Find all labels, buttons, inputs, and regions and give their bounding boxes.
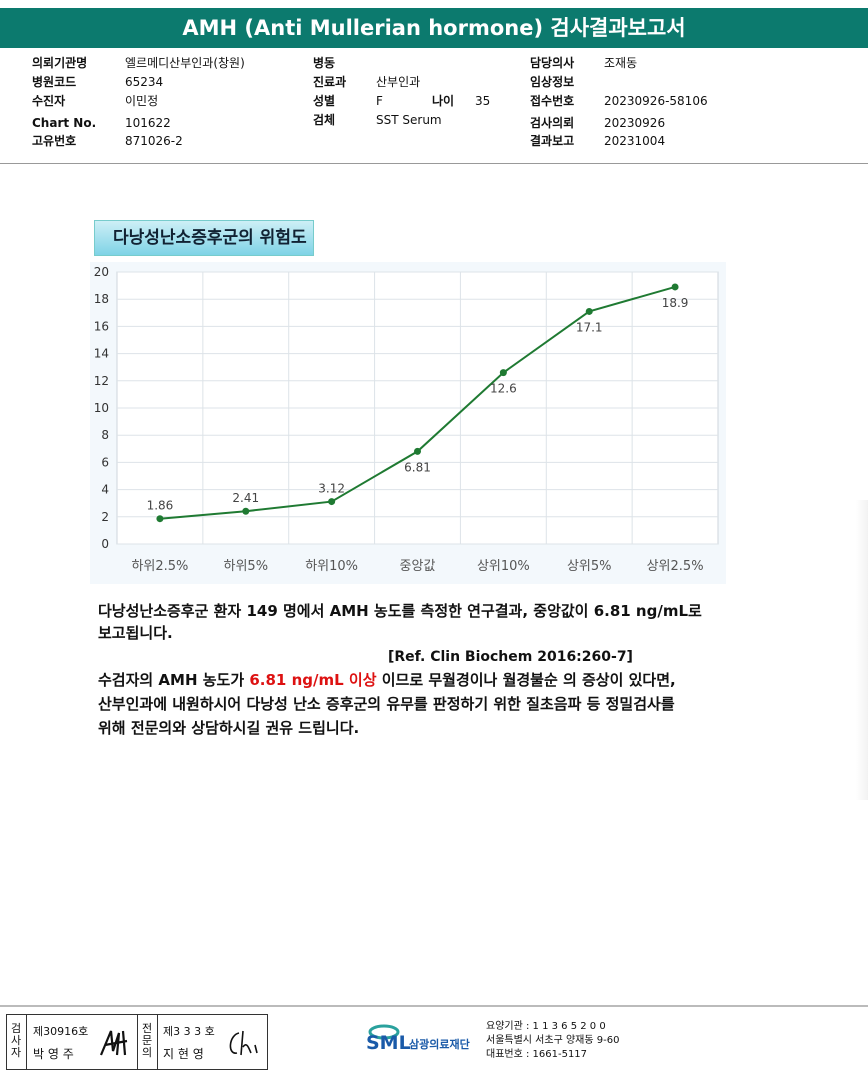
info-label-hospital-code: 병원코드	[32, 75, 77, 89]
x-tick-label: 상위2.5%	[647, 559, 704, 574]
info-value-chart-no: 101622	[125, 116, 171, 130]
org-name: 삼광의료재단	[409, 1038, 470, 1051]
chart-title: 다낭성난소증후군의 위험도	[94, 220, 314, 256]
info-value-sex: F	[376, 94, 383, 108]
sml-logo-icon	[368, 1024, 400, 1040]
paragraph-1-line-1: 다낭성난소증후군 환자 149 명에서 AMH 농도를 측정한 연구결과, 중앙…	[98, 602, 702, 620]
specialist-label: 전문의	[141, 1022, 153, 1059]
tester-license-no: 제30916호	[33, 1025, 89, 1038]
pcos-risk-chart: 0 2 4 6 8 10 12 14 16 18 20 하위2.5% 하위5% 하위10% 중앙값 상위10%…	[94, 265, 719, 574]
divider	[26, 1015, 27, 1069]
data-label: 12.6	[490, 382, 517, 396]
data-point	[156, 515, 164, 523]
info-value-unique-no: 871026-2	[125, 134, 183, 148]
reference: [Ref. Clin Biochem 2016:260-7]	[388, 649, 633, 665]
report-title: AMH (Anti Mullerian hormone) 검사결과보고서	[0, 8, 868, 48]
info-value-hospital-code: 65234	[125, 75, 164, 89]
y-tick-label: 2	[101, 510, 109, 524]
paragraph-2-line-1: 수검자의 AMH 농도가 6.81 ng/mL 이상 이므로 무월경이나 월경불…	[98, 669, 676, 691]
header-divider	[0, 163, 868, 164]
data-point	[671, 283, 679, 291]
info-label-institution: 의뢰기관명	[32, 56, 88, 70]
info-label-unique-no: 고유번호	[32, 134, 77, 148]
data-label: 18.9	[662, 296, 689, 310]
info-value-doctor: 조재동	[604, 56, 638, 70]
org-logo: SML 삼광의료재단	[366, 1020, 482, 1060]
y-tick-label: 16	[94, 319, 109, 333]
paragraph-1-line-2: 보고됩니다.	[98, 624, 173, 642]
data-label: 3.12	[318, 482, 345, 496]
info-value-department: 산부인과	[376, 75, 421, 89]
data-point	[414, 447, 421, 455]
y-tick-label: 8	[101, 428, 109, 442]
y-tick-label: 4	[101, 483, 109, 497]
x-tick-label: 하위5%	[224, 559, 269, 574]
divider	[137, 1015, 138, 1069]
patient-info: 의뢰기관명 엘르메디산부인과(창원) 병원코드 65234 수진자 이민정 Ch…	[0, 54, 868, 154]
info-value-request-date: 20230926	[604, 116, 666, 130]
info-value-report-date: 20231004	[604, 134, 666, 148]
paragraph-2-line-3: 위해 전문의와 상담하시길 권유 드립니다.	[98, 719, 360, 737]
info-label-age: 나이	[432, 94, 455, 108]
info-label-chart-no: Chart No.	[32, 116, 97, 130]
info-label-doctor: 담당의사	[530, 56, 575, 70]
specialist-name: 지 현 영	[163, 1047, 204, 1061]
specialist-signature-icon	[229, 1030, 258, 1056]
info-label-sex: 성별	[313, 94, 336, 108]
y-tick-label: 14	[94, 347, 109, 361]
info-label-patient: 수진자	[32, 94, 66, 108]
data-label: 6.81	[404, 460, 431, 474]
divider	[157, 1015, 158, 1069]
x-tick-label: 하위10%	[305, 559, 358, 574]
y-tick-label: 0	[101, 537, 109, 551]
paragraph-2-line-2: 산부인과에 내원하시어 다낭성 난소 증후군의 유무를 판정하기 위한 질초음파…	[98, 695, 675, 713]
data-point	[585, 307, 593, 315]
x-tick-label: 중앙값	[400, 559, 436, 574]
data-point	[499, 369, 507, 377]
y-tick-label: 18	[94, 292, 109, 306]
data-label: 1.86	[147, 499, 174, 513]
info-value-institution: 엘르메디산부인과(창원)	[125, 56, 245, 70]
y-tick-label: 6	[101, 455, 109, 469]
org-code: 요양기관 : 1 1 3 6 5 2 0 0	[486, 1021, 606, 1032]
data-point	[328, 498, 336, 506]
x-tick-label: 하위2.5%	[131, 559, 188, 574]
org-info: 요양기관 : 1 1 3 6 5 2 0 0 서울특별시 서초구 양재동 9-6…	[486, 1020, 619, 1062]
footer-divider	[0, 1005, 868, 1007]
x-tick-label: 상위5%	[567, 559, 612, 574]
page-edge-shadow	[856, 500, 868, 800]
data-label: 17.1	[576, 320, 603, 334]
org-phone: 대표번호 : 1661-5117	[486, 1049, 588, 1060]
info-label-request-date: 검사의뢰	[530, 116, 575, 130]
info-value-receipt-no: 20230926-58106	[604, 94, 708, 108]
info-label-report-date: 결과보고	[530, 134, 575, 148]
x-tick-label: 상위10%	[477, 559, 530, 574]
info-value-specimen: SST Serum	[376, 113, 442, 127]
y-tick-label: 10	[94, 401, 109, 415]
info-label-ward: 병동	[313, 56, 336, 70]
info-label-receipt-no: 접수번호	[530, 94, 575, 108]
tester-name: 박 영 주	[33, 1047, 74, 1061]
info-label-specimen: 검체	[313, 113, 336, 127]
data-label: 2.41	[232, 491, 259, 505]
org-logo-text: SML	[366, 1032, 411, 1054]
paragraph-2-text-post: 이므로 무월경이나 월경불순 의 증상이 있다면,	[376, 671, 676, 689]
paragraph-2-text-pre: 수검자의 AMH 농도가	[98, 671, 250, 689]
data-point	[242, 507, 250, 515]
info-label-clinical-info: 임상정보	[530, 75, 575, 89]
tester-signature-icon	[99, 1030, 128, 1056]
y-tick-label: 20	[94, 265, 109, 279]
threshold-highlight: 6.81 ng/mL 이상	[249, 671, 377, 689]
y-tick-label: 12	[94, 374, 109, 388]
info-label-department: 진료과	[313, 75, 347, 89]
info-value-patient: 이민정	[125, 94, 159, 108]
specialist-license-no: 제3 3 3 호	[163, 1025, 215, 1038]
signature-box: 검사자 제30916호 박 영 주 전문의 제3 3 3 호 지 현 영	[6, 1014, 268, 1070]
tester-label: 검사자	[10, 1022, 22, 1059]
info-value-age: 35	[475, 94, 491, 108]
org-address: 서울특별시 서초구 양재동 9-60	[486, 1035, 620, 1046]
